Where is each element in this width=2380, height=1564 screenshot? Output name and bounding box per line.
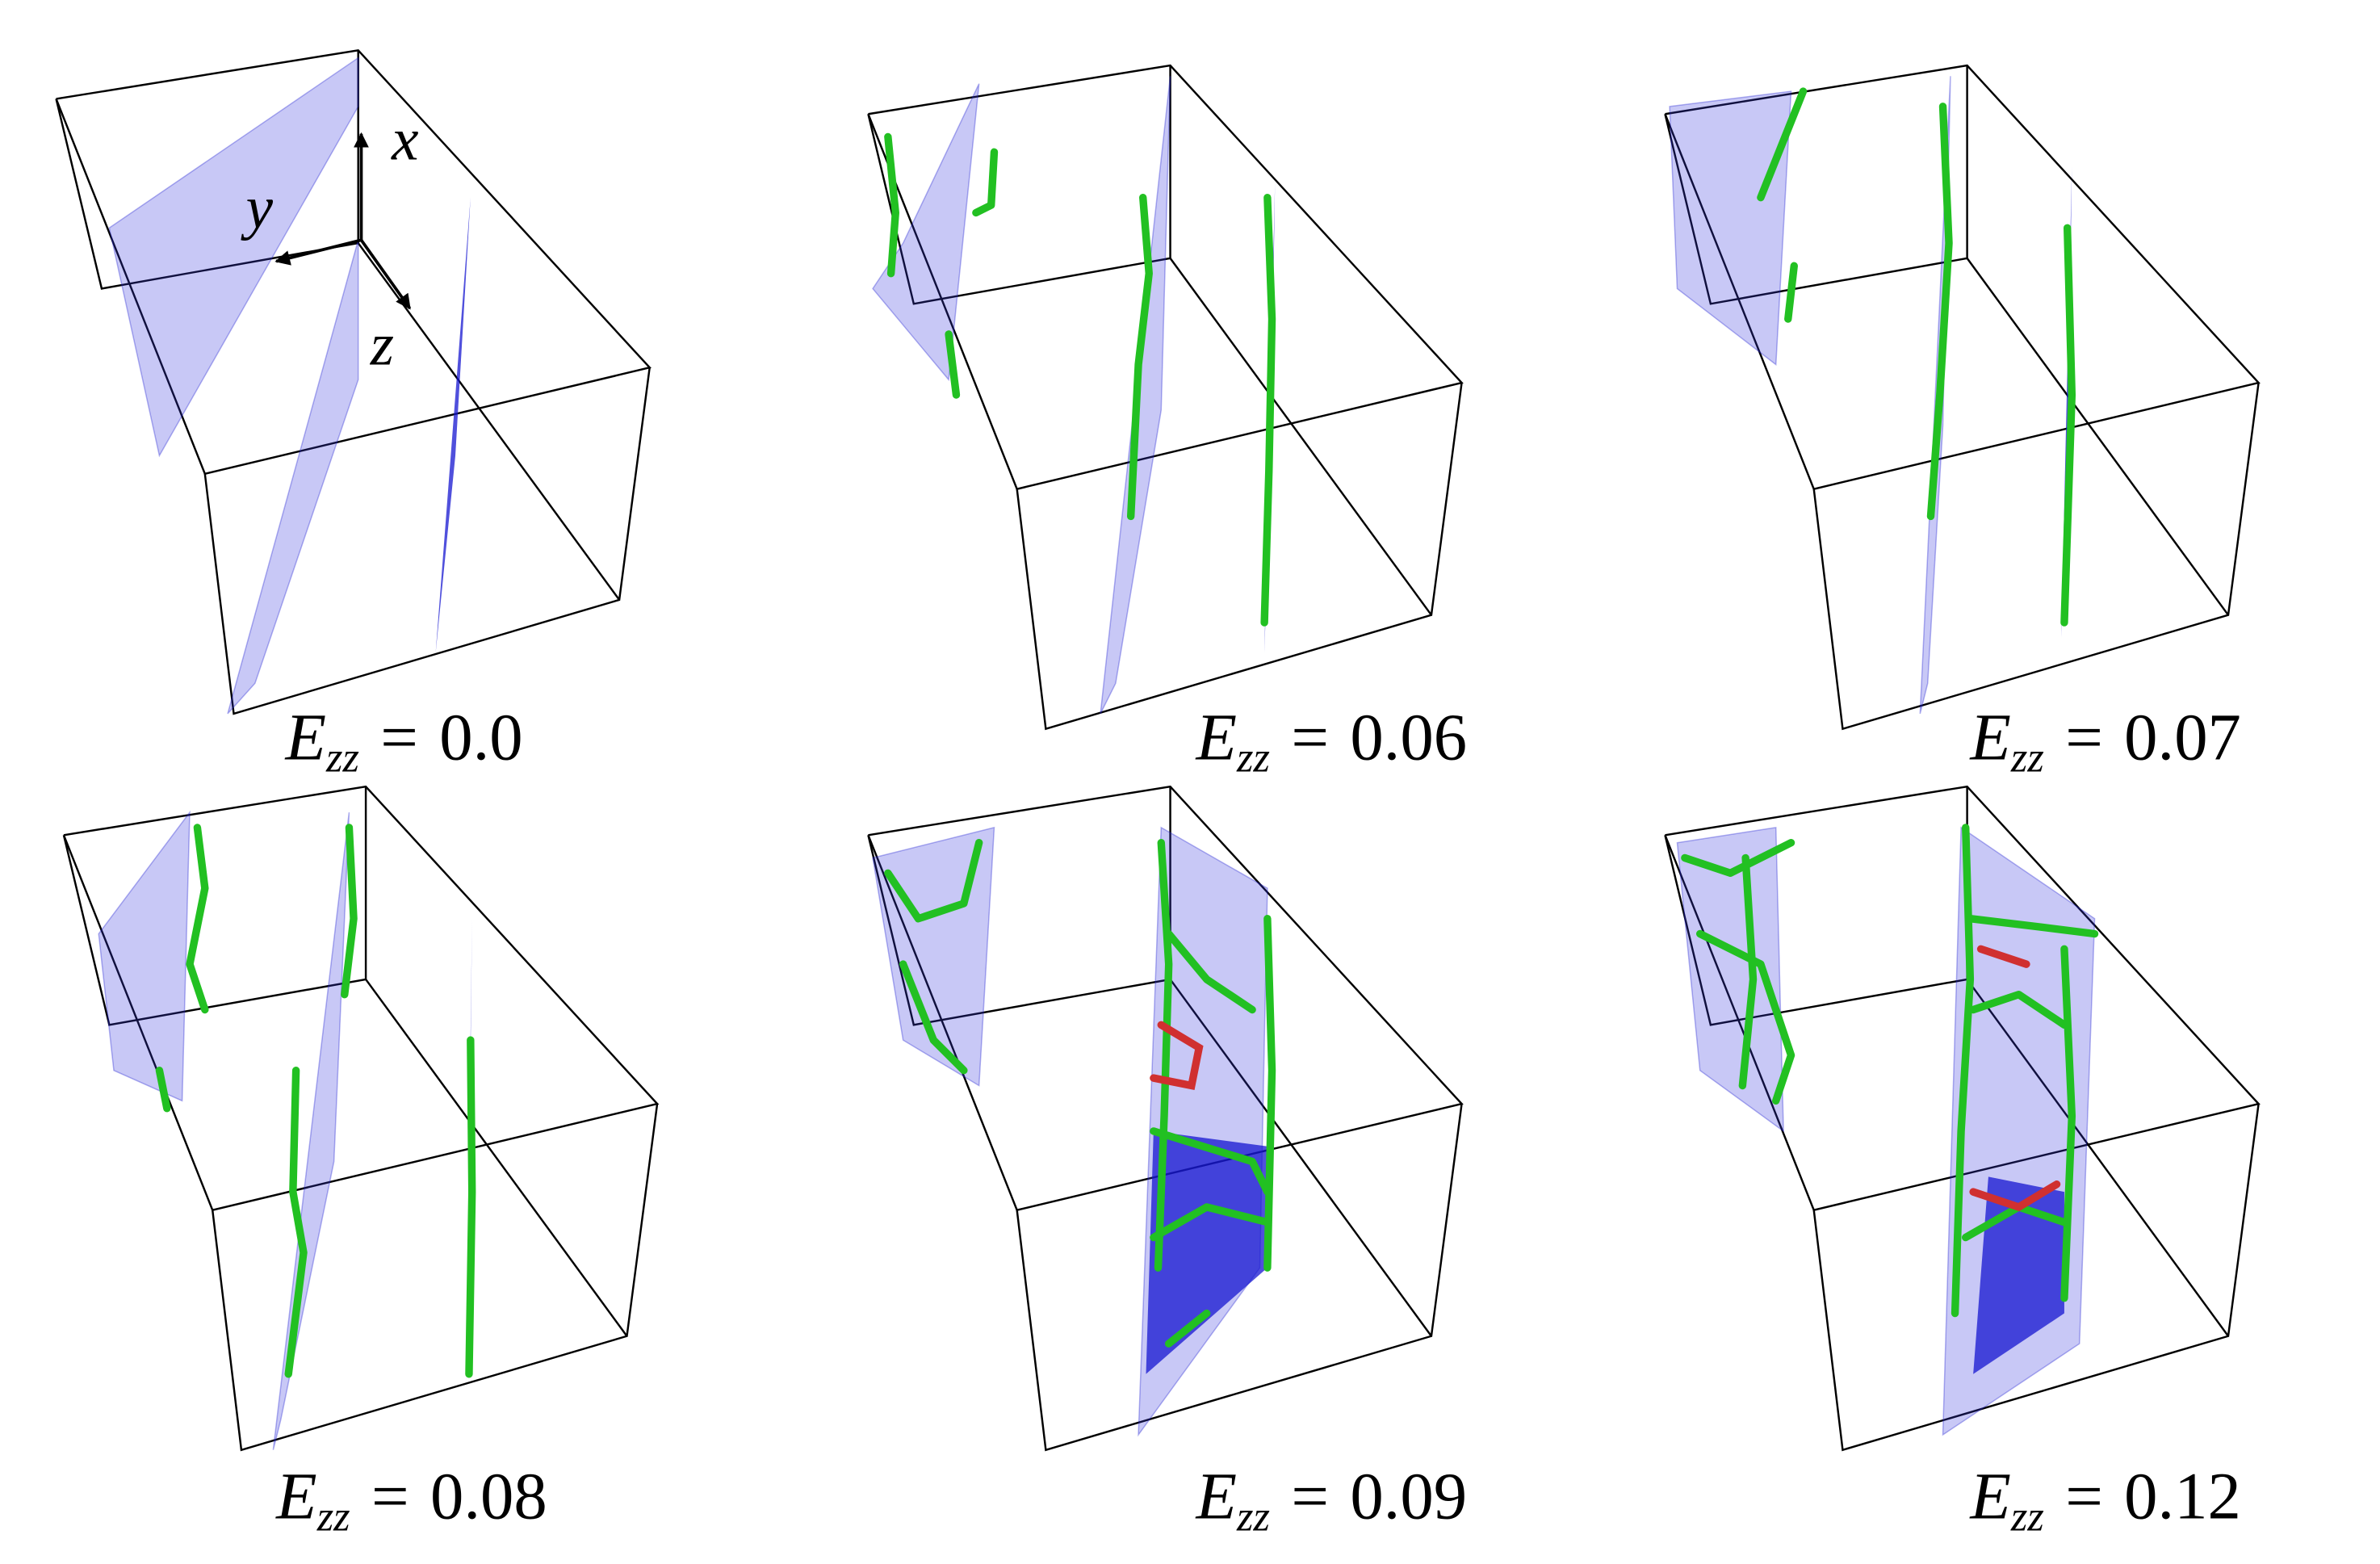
label-subscript: zz <box>2010 734 2044 781</box>
label-value: 0.09 <box>1350 1458 1467 1533</box>
label-subscript: zz <box>2010 1493 2044 1540</box>
label-symbol: E <box>1196 699 1238 774</box>
panel-label: Ezz = 0.08 <box>275 1458 547 1540</box>
label-value: 0.08 <box>430 1458 547 1533</box>
panel <box>867 64 1463 730</box>
panel <box>1664 64 2260 730</box>
label-subscript: zz <box>316 1493 350 1540</box>
panel <box>867 785 1463 1451</box>
label-value: 0.12 <box>2124 1458 2241 1533</box>
panel-labels: Ezz = 0.0 Ezz = 0.06 Ezz = 0.07 Ezz = 0.08 Ezz = 0… <box>275 699 2241 1540</box>
label-equals: = <box>2065 699 2103 774</box>
label-value: 0.07 <box>2124 699 2241 774</box>
label-subscript: zz <box>1236 1493 1270 1540</box>
label-subscript: zz <box>325 734 359 781</box>
label-symbol: E <box>284 699 326 774</box>
panel <box>62 785 659 1451</box>
panel-label: Ezz = 0.09 <box>1196 1458 1468 1540</box>
axis-label: x <box>391 107 418 174</box>
panel-label: Ezz = 0.12 <box>1969 1458 2241 1540</box>
label-value: 0.06 <box>1350 699 1467 774</box>
panel-label: Ezz = 0.06 <box>1196 699 1468 781</box>
axis-label: z <box>370 311 394 378</box>
label-symbol: E <box>1196 1458 1238 1533</box>
label-equals: = <box>1291 699 1329 774</box>
label-equals: = <box>2065 1458 2103 1533</box>
label-equals: = <box>1291 1458 1329 1533</box>
label-symbol: E <box>275 1458 317 1533</box>
label-subscript: zz <box>1236 734 1270 781</box>
panel-label: Ezz = 0.07 <box>1969 699 2241 781</box>
label-value: 0.0 <box>439 699 522 774</box>
label-equals: = <box>380 699 418 774</box>
panel <box>1664 785 2260 1451</box>
label-symbol: E <box>1969 1458 2011 1533</box>
label-equals: = <box>371 1458 409 1533</box>
panel: x y z <box>55 49 651 715</box>
axis-label: y <box>241 174 274 241</box>
label-symbol: E <box>1969 699 2011 774</box>
panel-label: Ezz = 0.0 <box>284 699 522 781</box>
